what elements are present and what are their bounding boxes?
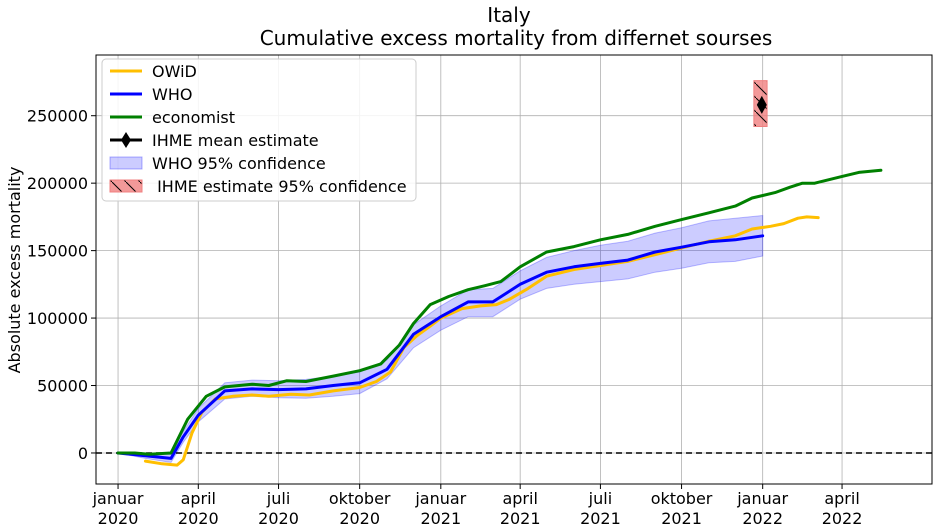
y-axis-label: Absolute excess mortality bbox=[5, 167, 24, 374]
x-tick-label-year: 2020 bbox=[258, 509, 299, 528]
x-tick-label-year: 2021 bbox=[420, 509, 461, 528]
legend-label: IHME mean estimate bbox=[152, 131, 319, 150]
legend-band bbox=[109, 156, 143, 170]
x-tick-label: oktober bbox=[329, 489, 391, 508]
x-tick-label-year: 2022 bbox=[742, 509, 783, 528]
legend-marker bbox=[121, 132, 131, 148]
legend: OWiD WHO economist IHME mean estimate WHO 95… bbox=[101, 58, 417, 202]
x-tick-label-year: 2022 bbox=[822, 509, 863, 528]
legend-label: WHO 95% confidence bbox=[152, 154, 326, 173]
series-line-who bbox=[116, 234, 765, 460]
y-tick-label: 0 bbox=[78, 444, 88, 463]
x-tick-label: januar bbox=[92, 489, 144, 508]
x-tick-label: april bbox=[824, 489, 859, 508]
chart-subtitle: Cumulative excess mortality from differn… bbox=[260, 26, 773, 50]
legend-label: economist bbox=[152, 108, 235, 127]
legend-label: IHME estimate 95% confidence bbox=[152, 177, 407, 196]
legend-hatch bbox=[109, 179, 143, 193]
y-tick-label: 50000 bbox=[37, 377, 88, 396]
y-tick-label: 200000 bbox=[27, 174, 88, 193]
x-tick-label-year: 2020 bbox=[178, 509, 219, 528]
x-tick-label-year: 2020 bbox=[98, 509, 139, 528]
legend-box bbox=[101, 58, 417, 202]
y-tick-label: 150000 bbox=[27, 242, 88, 261]
x-tick-label: oktober bbox=[651, 489, 713, 508]
y-tick-label: 250000 bbox=[27, 107, 88, 126]
legend-label: OWiD bbox=[152, 62, 197, 81]
series-line-economist bbox=[116, 168, 883, 456]
legend-label: WHO bbox=[152, 85, 192, 104]
x-tick-label-year: 2021 bbox=[500, 509, 541, 528]
x-tick-label-year: 2021 bbox=[661, 509, 702, 528]
ihme-mean-marker bbox=[756, 95, 767, 114]
chart-title: Italy bbox=[487, 3, 531, 27]
x-tick-label: januar bbox=[414, 489, 466, 508]
x-tick-label-year: 2020 bbox=[339, 509, 380, 528]
x-tick-label: april bbox=[181, 489, 216, 508]
axes-frame bbox=[95, 54, 933, 485]
x-tick-label: juli bbox=[266, 489, 290, 508]
y-tick-label: 100000 bbox=[27, 309, 88, 328]
plot-area bbox=[96, 80, 932, 467]
axes: januar2020april2020juli2020oktober2020ja… bbox=[27, 54, 933, 528]
x-tick-label: januar bbox=[736, 489, 788, 508]
x-tick-label-year: 2021 bbox=[580, 509, 621, 528]
x-tick-label: april bbox=[502, 489, 537, 508]
x-tick-label: juli bbox=[588, 489, 612, 508]
